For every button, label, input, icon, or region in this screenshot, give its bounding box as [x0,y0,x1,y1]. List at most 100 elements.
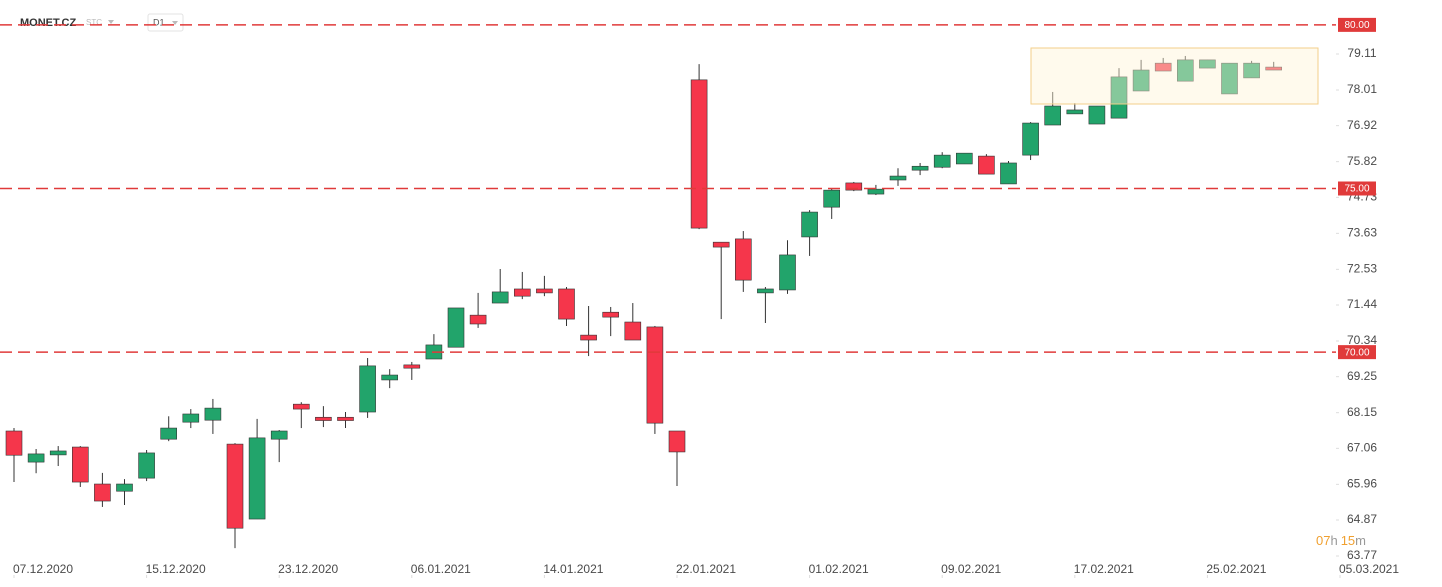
x-tick-label: 09.02.2021 [941,562,1001,576]
y-tick-label: 79.11 [1347,46,1376,60]
candle-body [1110,76,1128,119]
candle-body [182,413,200,423]
candle-body [226,443,244,529]
candle-body [1022,122,1039,156]
plot-area: 63.77 64.87 65.96 67.06 68.15 69.25 70.34 71.44… [0,17,1399,578]
candle-body [823,189,841,208]
candle-body [1154,62,1172,72]
candle-body [1132,69,1150,92]
candle-body [270,430,288,440]
candle-body [160,427,177,440]
level-tag [1338,181,1376,196]
exchange[interactable]: STC [86,18,102,27]
countdown-h: h [1330,533,1337,548]
candle-body [1000,162,1017,185]
candle-body [624,321,642,341]
y-tick-label: 68.15 [1347,405,1377,419]
candle-body [602,311,620,318]
y-tick-label: 73.63 [1347,226,1377,240]
x-tick-label: 25.02.2021 [1206,562,1266,576]
candle-body [757,288,774,294]
candle-body [580,334,597,341]
y-tick-label: 67.06 [1347,441,1377,455]
timeframe-caret[interactable] [172,21,178,25]
candle-body [138,452,155,479]
candle-body [779,254,796,291]
candle-body [734,238,752,281]
candle-body [845,182,863,191]
x-tick-label: 22.01.2021 [676,562,736,576]
candle-body [955,152,973,165]
x-tick-label: 17.02.2021 [1074,562,1134,576]
candle-body [491,291,509,304]
y-tick-label: 76.92 [1347,118,1377,132]
level-label: 80.00 [1344,20,1369,31]
candle-body [1265,66,1282,71]
candle-body [536,288,553,294]
level-tag [1338,17,1376,32]
x-tick-label: 15.12.2020 [146,562,206,576]
candle-body [1177,59,1194,82]
candle-body [1088,105,1106,125]
countdown-hours: 07 [1316,533,1330,548]
candle-body [94,483,111,502]
candle-body [5,430,23,456]
candle-body [72,446,89,483]
x-tick-label: 01.02.2021 [809,562,869,576]
candle-body [27,453,45,463]
countdown-m: m [1355,533,1366,548]
symbol: MONET.CZ [20,17,77,29]
y-tick-label: 69.25 [1347,369,1377,383]
candle-body [933,154,951,168]
timeframe-box[interactable] [147,13,184,32]
candle-body [1066,109,1084,115]
candle-body [292,403,310,410]
candle-body [1044,105,1061,126]
y-tick-label: 64.87 [1347,512,1377,526]
candle-body [690,79,708,229]
exchange-caret[interactable] [108,20,114,24]
countdown-minutes: 15 [1341,533,1355,548]
level-tag [1338,345,1376,360]
candle-body [911,165,929,171]
candle-body [668,430,686,453]
level-label: 70.00 [1344,347,1369,358]
candle-body [646,326,664,424]
y-tick-label: 70.34 [1347,333,1377,347]
x-tick-label: 07.12.2020 [13,562,73,576]
highlight-box [1030,47,1319,105]
candle-body [381,374,399,381]
candle-body [403,364,421,369]
candle-body [359,365,376,413]
candle-body [558,288,575,320]
timeframe[interactable]: D1 [153,17,165,27]
x-tick-label: 23.12.2020 [278,562,338,576]
candle-body [337,416,354,421]
candle-body [867,188,885,195]
countdown: 07h 15m [1316,533,1366,548]
y-tick-label: 72.53 [1347,262,1377,276]
candle-body [116,483,133,492]
candle-body [447,307,465,348]
candle-body [315,416,332,421]
candle-body [712,241,730,248]
y-tick-label: 63.77 [1347,548,1377,562]
candle-body [49,450,67,456]
candle-body [1221,62,1238,95]
y-tick-label: 78.01 [1347,82,1377,96]
y-tick-label: 71.44 [1347,297,1377,311]
x-tick-label: 14.01.2021 [543,562,603,576]
candle-body [1243,62,1260,79]
x-tick-label: 06.01.2021 [411,562,471,576]
candle-body [1199,59,1216,69]
candle-body [248,437,266,520]
candle-body [801,211,818,238]
y-tick-label: 75.82 [1347,154,1377,168]
candle-body [469,314,487,325]
y-tick-label: 65.96 [1347,477,1377,491]
candle-body [889,175,907,181]
level-label: 75.00 [1344,184,1369,195]
candle-body [978,155,995,175]
candle-body [204,407,222,421]
